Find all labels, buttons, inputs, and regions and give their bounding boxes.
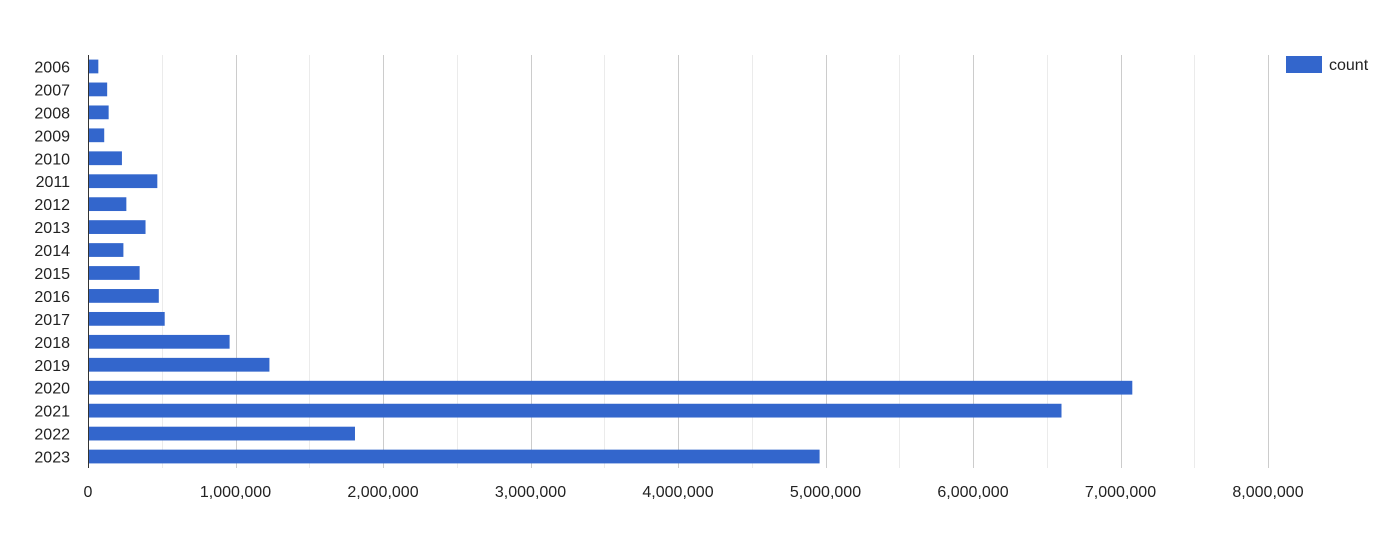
x-tick-label: 0 [84,484,93,501]
x-tick-label: 6,000,000 [937,484,1008,501]
y-tick-label: 2009 [34,128,70,145]
y-tick-label: 2010 [34,151,70,168]
y-tick-label: 2011 [36,174,71,191]
x-tick-label: 1,000,000 [200,484,271,501]
bars [88,59,1133,464]
y-tick-label: 2016 [34,289,70,306]
x-tick-label: 7,000,000 [1085,484,1156,501]
y-tick-label: 2017 [34,312,70,329]
bar-2011[interactable] [88,174,158,189]
bar-2012[interactable] [88,197,127,212]
y-tick-label: 2013 [34,220,70,237]
bar-2009[interactable] [88,128,105,143]
y-tick-label: 2019 [34,358,70,375]
bar-2006[interactable] [88,59,99,74]
bar-2021[interactable] [88,403,1062,418]
bar-2023[interactable] [88,449,820,464]
y-tick-label: 2007 [34,82,70,99]
bar-2016[interactable] [88,289,159,303]
x-axis-tick-labels: 0 1,000,000 2,000,000 3,000,000 4,000,000 5,0… [84,484,1304,501]
bar-2013[interactable] [88,220,146,234]
bar-2017[interactable] [88,311,165,326]
bar-2018[interactable] [88,334,230,349]
x-tick-label: 8,000,000 [1232,484,1303,501]
x-tick-label: 2,000,000 [347,484,418,501]
y-tick-label: 2020 [34,381,70,398]
bar-2014[interactable] [88,243,124,257]
x-tick-label: 3,000,000 [495,484,566,501]
x-tick-label: 4,000,000 [642,484,713,501]
bar-2020[interactable] [88,380,1133,395]
y-axis-tick-labels: 2006 2007 2008 2009 2010 2011 2012 2013 2014 2015… [34,59,70,466]
y-tick-label: 2006 [34,59,70,76]
y-tick-label: 2021 [34,404,70,421]
y-tick-label: 2022 [34,427,70,444]
y-tick-label: 2014 [34,243,70,260]
y-tick-label: 2015 [34,266,70,283]
bar-2015[interactable] [88,266,140,280]
bar-2022[interactable] [88,426,355,441]
y-tick-label: 2018 [34,335,70,352]
legend-swatch [1286,56,1322,73]
legend-label: count [1329,57,1369,74]
legend: count [1286,56,1369,74]
x-tick-label: 5,000,000 [790,484,861,501]
bar-2008[interactable] [88,105,109,120]
y-tick-label: 2012 [34,197,70,214]
bar-2010[interactable] [88,151,122,166]
bar-2007[interactable] [88,82,108,97]
grid-lines [162,55,1269,468]
y-tick-label: 2023 [34,450,70,467]
bar-2019[interactable] [88,357,270,372]
y-tick-label: 2008 [34,105,70,122]
